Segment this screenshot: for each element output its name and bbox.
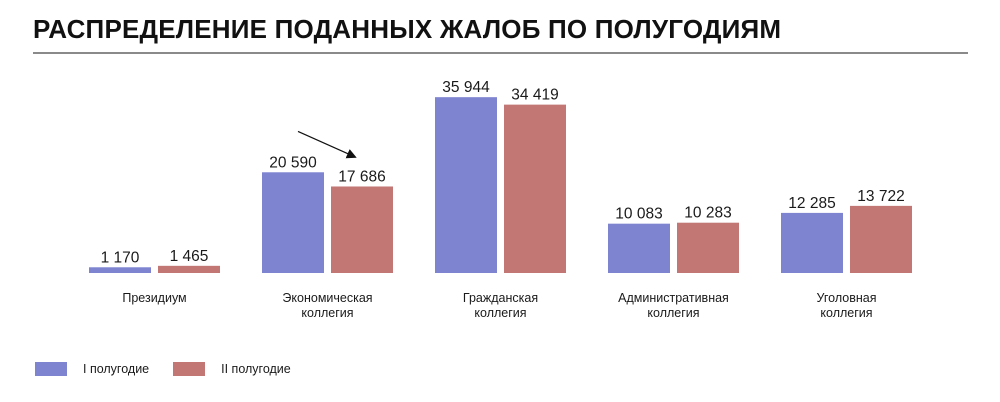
data-label-series-1-cat-2: 20 590 <box>269 154 317 171</box>
legend-item-series-2: II полугодие <box>173 362 291 376</box>
bar-series-1-cat-1 <box>89 267 151 273</box>
bar-series-2-cat-3 <box>504 104 566 273</box>
legend-item-series-1: I полугодие <box>35 362 149 376</box>
bar-series-1-cat-2 <box>262 172 324 273</box>
title-divider <box>33 52 968 54</box>
legend-swatch-series-1 <box>35 362 67 376</box>
category-label-3-line-2: коллегия <box>474 306 526 320</box>
category-label-2-line-2: коллегия <box>301 306 353 320</box>
category-label-5-line-2: коллегия <box>820 306 872 320</box>
chart-title: РАСПРЕДЕЛЕНИЕ ПОДАННЫХ ЖАЛОБ ПО ПОЛУГОДИ… <box>33 14 782 44</box>
bar-chart: 1 170 1 465 Президиум 20 590 17 686 Экономиче… <box>89 79 912 320</box>
legend-label-series-1: I полугодие <box>83 362 150 376</box>
category-label-3-line-1: Гражданская <box>463 291 538 305</box>
data-label-series-2-cat-5: 13 722 <box>857 188 904 205</box>
data-label-series-1-cat-5: 12 285 <box>788 195 835 212</box>
data-label-series-2-cat-3: 34 419 <box>511 87 558 104</box>
data-label-series-2-cat-1: 1 465 <box>170 248 209 265</box>
legend-label-series-2: II полугодие <box>221 362 291 376</box>
legend: I полугодие II полугодие <box>35 362 315 376</box>
category-label-5-line-1: Уголовная <box>817 291 877 305</box>
bar-series-2-cat-4 <box>677 222 739 273</box>
data-label-series-1-cat-4: 10 083 <box>615 206 662 223</box>
data-label-series-2-cat-4: 10 283 <box>684 205 731 222</box>
data-label-series-1-cat-1: 1 170 <box>101 249 140 266</box>
data-label-series-1-cat-3: 35 944 <box>442 79 490 96</box>
data-label-series-2-cat-2: 17 686 <box>338 168 385 185</box>
annotation-arrow <box>297 130 357 159</box>
category-label-4-line-1: Административная <box>618 291 729 305</box>
bar-series-2-cat-5 <box>850 205 912 273</box>
bar-series-2-cat-2 <box>331 186 393 273</box>
bar-series-2-cat-1 <box>158 265 220 273</box>
bar-series-1-cat-4 <box>608 223 670 273</box>
bar-series-1-cat-5 <box>781 212 843 273</box>
bar-series-1-cat-3 <box>435 97 497 274</box>
legend-swatch-series-2 <box>173 362 206 376</box>
category-label-4-line-2: коллегия <box>647 306 699 320</box>
category-label-2-line-1: Экономическая <box>282 291 372 305</box>
category-label-1-line-1: Президиум <box>122 291 186 305</box>
